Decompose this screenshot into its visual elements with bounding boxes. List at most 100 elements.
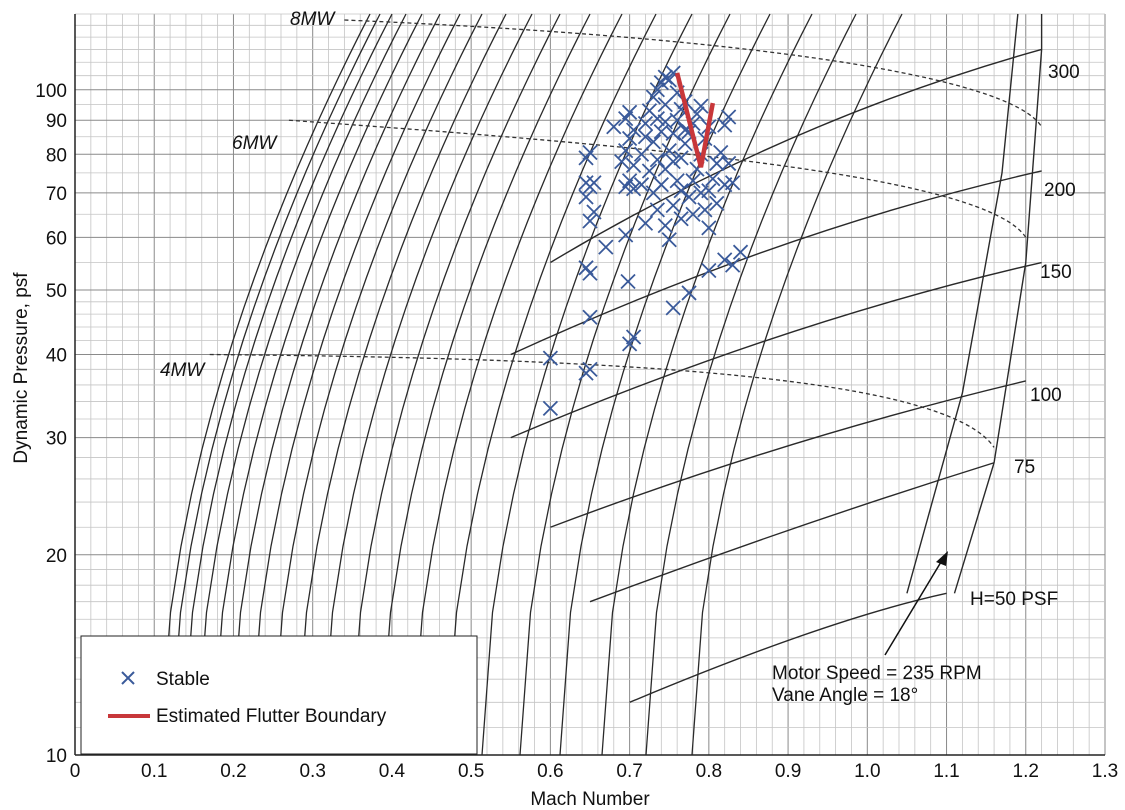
stable-point-marker	[697, 202, 713, 218]
stable-point-marker	[649, 202, 665, 218]
power-label-4mw: 4MW	[160, 360, 206, 381]
power-curve	[169, 13, 381, 756]
legend-label-stable: Stable	[156, 669, 210, 690]
stable-point-marker	[693, 98, 709, 114]
stable-point-marker	[542, 350, 559, 366]
stable-point-marker	[665, 300, 681, 316]
stable-point-marker	[621, 104, 638, 120]
x-tick-label: 0.7	[616, 761, 642, 782]
stable-point-marker	[586, 175, 602, 191]
power-curve	[379, 13, 591, 756]
y-tick-label: 80	[46, 145, 67, 166]
stable-point-marker	[673, 150, 689, 166]
stable-point-marker	[641, 163, 658, 179]
power-curve	[645, 13, 857, 756]
x-axis-title: Mach Number	[530, 789, 650, 810]
curve-label-200: 200	[1044, 180, 1076, 201]
curve-label-75: 75	[1014, 457, 1035, 478]
power-limit-dashed-curve	[209, 353, 995, 448]
stable-point-marker	[625, 122, 642, 138]
x-tick-label: 1.2	[1013, 761, 1039, 782]
y-tick-label: 10	[46, 746, 67, 767]
dynamic-pressure-curve	[589, 462, 995, 603]
stable-point-marker	[542, 400, 559, 416]
stable-point-marker	[685, 206, 701, 222]
stable-point-marker	[657, 114, 673, 130]
power-curve	[691, 13, 903, 756]
x-tick-label: 0.9	[775, 761, 801, 782]
legend-box	[80, 635, 478, 755]
stable-point-marker	[724, 175, 741, 191]
stable-point-marker	[709, 195, 725, 211]
stable-point-marker	[657, 96, 673, 113]
stable-point-marker	[717, 252, 733, 268]
power-curve	[321, 13, 533, 756]
dynamic-pressure-curve	[550, 380, 1026, 528]
stable-point-marker	[637, 129, 654, 145]
annotation-vane-angle: Vane Angle = 18°	[772, 685, 918, 706]
stable-point-marker	[578, 189, 594, 205]
power-curve	[559, 13, 771, 756]
stable-point-marker	[586, 204, 602, 220]
stable-point-marker	[582, 144, 598, 161]
stable-point-marker	[661, 143, 677, 159]
stable-point-marker	[701, 262, 717, 279]
stable-point-marker	[614, 153, 630, 170]
power-curve	[249, 13, 461, 756]
power-curve	[295, 13, 507, 756]
y-tick-label: 30	[46, 429, 67, 450]
stable-point-marker	[637, 115, 654, 132]
stable-point-marker	[618, 143, 634, 159]
stable-point-marker	[681, 285, 697, 301]
stable-point-marker	[637, 215, 654, 231]
stable-point-marker	[665, 153, 681, 170]
stable-point-marker	[709, 155, 725, 172]
stable-point-marker	[582, 213, 598, 229]
annotation-arrowhead	[936, 551, 948, 566]
stable-point-marker	[649, 82, 665, 98]
power-curve	[271, 13, 483, 756]
stable-point-marker	[653, 124, 669, 140]
dynamic-pressure-curve	[510, 261, 1042, 439]
x-tick-label: 1.1	[933, 761, 959, 782]
speed-limit-curve	[906, 13, 1019, 594]
reference-curves	[159, 13, 1043, 756]
y-tick-label: 100	[35, 81, 67, 102]
stable-point-marker	[724, 257, 741, 273]
stable-point-marker	[621, 130, 638, 147]
x-tick-label: 1.3	[1092, 761, 1118, 782]
stable-point-marker	[661, 72, 677, 88]
stable-point-marker	[633, 177, 650, 193]
stable-point-marker	[657, 217, 673, 234]
y-axis-title: Dynamic Pressure, psf	[11, 272, 32, 464]
stable-point-marker	[625, 157, 642, 173]
stable-point-marker	[625, 181, 642, 197]
stable-point-marker	[598, 239, 614, 255]
stable-point-marker	[685, 173, 701, 189]
x-tick-label: 0.8	[696, 761, 722, 782]
power-curve	[181, 13, 393, 756]
x-tick-label: 0.3	[299, 761, 325, 782]
x-tick-label: 0.6	[537, 761, 563, 782]
legend-label-flutter: Estimated Flutter Boundary	[156, 706, 387, 727]
stable-point-marker	[681, 189, 697, 205]
x-tick-label: 0.4	[379, 761, 406, 782]
x-tick-label: 0.5	[458, 761, 484, 782]
stable-point-marker	[582, 265, 598, 281]
power-curve	[211, 13, 423, 756]
stable-point-marker	[689, 106, 705, 122]
y-tick-label: 60	[46, 228, 67, 249]
stable-point-marker	[625, 329, 642, 345]
power-curve	[519, 13, 731, 756]
plot-frame	[74, 14, 1105, 756]
stable-point-marker	[661, 232, 677, 248]
power-curve	[445, 13, 657, 756]
stable-point-marker	[673, 211, 689, 227]
stable-point-marker	[582, 361, 598, 377]
power-curve	[195, 13, 407, 756]
y-tick-label: 20	[46, 546, 67, 567]
power-curve	[411, 13, 623, 756]
x-tick-label: 1.0	[854, 761, 880, 782]
x-tick-label: 0	[70, 761, 81, 782]
